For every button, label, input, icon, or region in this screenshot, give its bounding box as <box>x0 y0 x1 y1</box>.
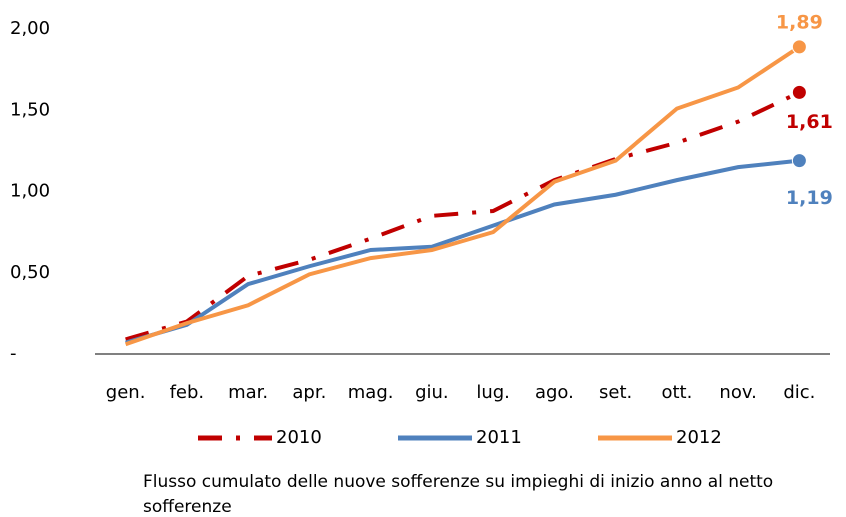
data-label: 1,61 <box>786 111 833 133</box>
x-tick-label: giu. <box>415 382 449 403</box>
y-tick-label: 1,00 <box>10 181 50 202</box>
legend-label: 2012 <box>676 427 722 448</box>
line-series <box>124 45 801 347</box>
x-tick-label: ott. <box>661 382 692 403</box>
x-tick-label: feb. <box>170 382 205 403</box>
x-tick-label: mag. <box>348 382 394 403</box>
legend-label: 2011 <box>476 427 522 448</box>
data-label: 1,19 <box>786 187 833 209</box>
x-tick-label: apr. <box>292 382 326 403</box>
legend-label: 2010 <box>276 427 322 448</box>
y-tick-label: 1,50 <box>10 99 50 120</box>
x-tick-label: set. <box>599 382 632 403</box>
x-tick-label: nov. <box>719 382 756 403</box>
y-tick-label: 2,00 <box>10 18 50 39</box>
y-tick-label: 0,50 <box>10 262 50 283</box>
x-tick-label: mar. <box>228 382 268 403</box>
note: Flusso cumulato delle nuove sofferenze s… <box>143 472 774 517</box>
end-point <box>791 39 807 55</box>
x-tick-label: lug. <box>476 382 510 403</box>
line-series <box>125 158 800 345</box>
y-tick-label: - <box>10 343 17 364</box>
x-tick-label: gen. <box>106 382 146 403</box>
end-point <box>791 84 807 100</box>
end-point <box>791 153 807 169</box>
x-tick-label: ago. <box>535 382 574 403</box>
data-label: 1,89 <box>776 11 823 33</box>
chart: - 0,50 1,00 1,50 2,00 gen. feb. mar. apr. mag. giu… <box>10 11 833 448</box>
line-series <box>125 90 801 342</box>
x-tick-label: dic. <box>783 382 815 403</box>
